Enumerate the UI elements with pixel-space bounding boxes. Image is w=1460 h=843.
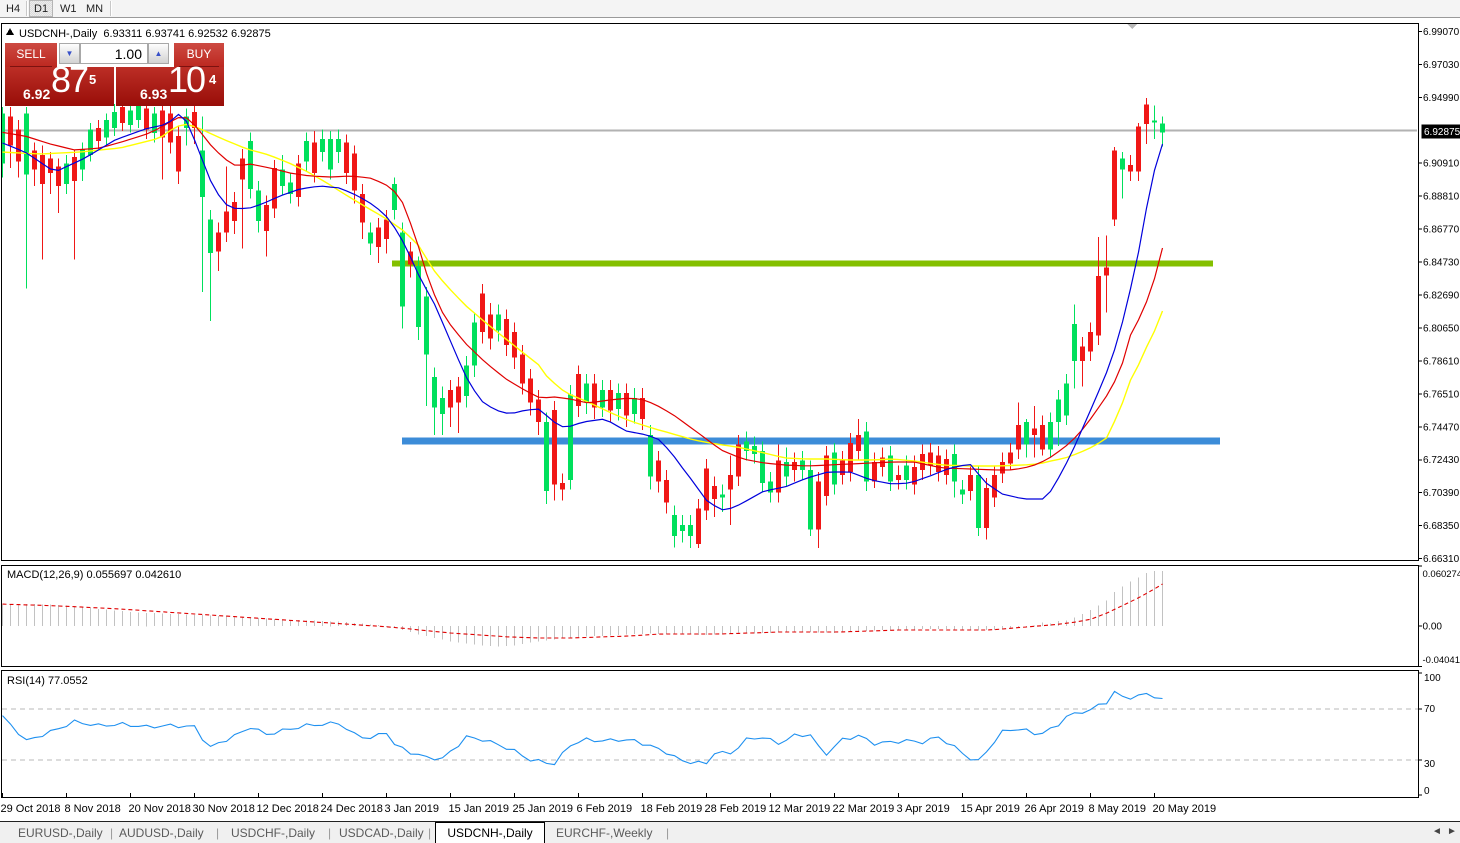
svg-text:6.97030: 6.97030	[1423, 60, 1460, 71]
svg-text:15 Apr 2019: 15 Apr 2019	[961, 803, 1020, 815]
svg-text:6.90910: 6.90910	[1423, 159, 1460, 170]
svg-text:70: 70	[1424, 704, 1436, 715]
svg-text:6.92875: 6.92875	[1424, 127, 1460, 138]
svg-text:28 Feb 2019: 28 Feb 2019	[705, 803, 767, 815]
svg-text:6.86770: 6.86770	[1423, 225, 1460, 236]
svg-text:30: 30	[1424, 759, 1436, 770]
svg-text:6.84730: 6.84730	[1423, 258, 1460, 269]
svg-text:6.88810: 6.88810	[1423, 192, 1460, 203]
svg-text:6.70390: 6.70390	[1423, 488, 1460, 499]
svg-text:6.80650: 6.80650	[1423, 323, 1460, 334]
svg-text:6.68350: 6.68350	[1423, 521, 1460, 532]
svg-text:30 Nov 2018: 30 Nov 2018	[193, 803, 255, 815]
svg-text:6.99070: 6.99070	[1423, 27, 1460, 38]
svg-text:20 Nov 2018: 20 Nov 2018	[129, 803, 191, 815]
svg-text:6.82690: 6.82690	[1423, 291, 1460, 302]
svg-text:-0.040412: -0.040412	[1423, 655, 1460, 666]
svg-text:MACD(12,26,9) 0.055697 0.04261: MACD(12,26,9) 0.055697 0.042610	[7, 569, 181, 581]
svg-text:100: 100	[1424, 673, 1441, 684]
svg-text:8 May 2019: 8 May 2019	[1089, 803, 1146, 815]
svg-text:RSI(14) 77.0552: RSI(14) 77.0552	[7, 675, 88, 687]
svg-text:29 Oct 2018: 29 Oct 2018	[1, 803, 61, 815]
svg-text:12 Dec 2018: 12 Dec 2018	[257, 803, 319, 815]
svg-text:3 Jan 2019: 3 Jan 2019	[385, 803, 439, 815]
svg-text:15 Jan 2019: 15 Jan 2019	[449, 803, 510, 815]
svg-text:26 Apr 2019: 26 Apr 2019	[1025, 803, 1084, 815]
svg-text:6.94990: 6.94990	[1423, 93, 1460, 104]
svg-text:6.76510: 6.76510	[1423, 389, 1460, 400]
svg-text:25 Jan 2019: 25 Jan 2019	[513, 803, 574, 815]
svg-text:22 Mar 2019: 22 Mar 2019	[833, 803, 895, 815]
svg-text:USDCNH-,Daily 6.93311 6.93741: USDCNH-,Daily 6.93311 6.93741 6.92532 6.…	[19, 28, 271, 40]
svg-text:18 Feb 2019: 18 Feb 2019	[641, 803, 703, 815]
svg-text:12 Mar 2019: 12 Mar 2019	[769, 803, 831, 815]
svg-text:6.74470: 6.74470	[1423, 422, 1460, 433]
svg-text:3 Apr 2019: 3 Apr 2019	[897, 803, 950, 815]
svg-text:6.72430: 6.72430	[1423, 455, 1460, 466]
svg-text:0: 0	[1424, 786, 1430, 797]
svg-text:24 Dec 2018: 24 Dec 2018	[321, 803, 383, 815]
svg-text:0.060274: 0.060274	[1423, 569, 1460, 580]
svg-text:6.78610: 6.78610	[1423, 356, 1460, 367]
svg-text:20 May 2019: 20 May 2019	[1153, 803, 1217, 815]
svg-text:0.00: 0.00	[1423, 622, 1443, 633]
svg-text:6.66310: 6.66310	[1423, 554, 1460, 565]
svg-text:6 Feb 2019: 6 Feb 2019	[577, 803, 633, 815]
svg-text:8 Nov 2018: 8 Nov 2018	[65, 803, 121, 815]
